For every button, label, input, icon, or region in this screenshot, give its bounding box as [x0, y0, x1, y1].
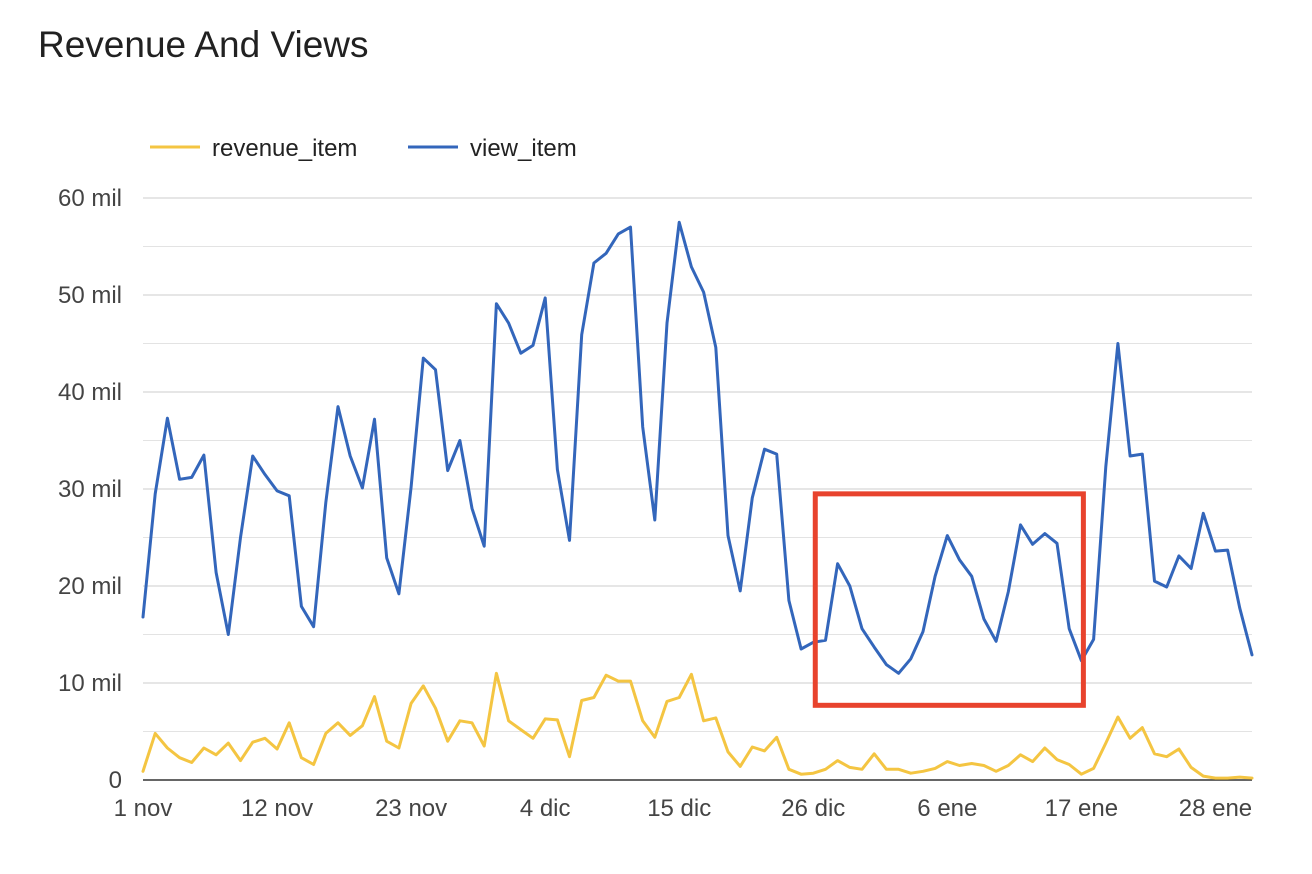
y-tick-label: 10 mil — [58, 670, 122, 697]
chart-title: Revenue And Views — [38, 24, 369, 65]
x-tick-label: 1 nov — [114, 795, 173, 822]
x-tick-label: 28 ene — [1179, 795, 1252, 822]
annotations — [812, 491, 1086, 708]
y-tick-label: 20 mil — [58, 573, 122, 600]
y-tick-label: 40 mil — [58, 379, 122, 406]
highlight-box — [812, 491, 1086, 708]
legend-label-view-item: view_item — [470, 135, 577, 162]
gridlines — [143, 197, 1252, 781]
x-tick-label: 23 nov — [375, 795, 447, 822]
series-line-view-item — [141, 220, 1254, 675]
y-tick-label: 30 mil — [58, 476, 122, 503]
x-tick-label: 15 dic — [647, 795, 711, 822]
x-tick-label: 4 dic — [520, 795, 571, 822]
y-tick-label: 60 mil — [58, 185, 122, 212]
series-line-revenue-item — [141, 671, 1254, 780]
y-axis-ticks: 0 10 mil 20 mil 30 mil 40 mil 50 mil 60 mil — [58, 185, 122, 794]
x-tick-label: 17 ene — [1045, 795, 1118, 822]
x-axis-ticks: 1 nov 12 nov 23 nov 4 dic 15 dic 26 dic 6 ene 1… — [114, 795, 1253, 822]
x-tick-label: 12 nov — [241, 795, 313, 822]
legend: revenue_item view_item — [150, 135, 577, 162]
x-tick-label: 6 ene — [917, 795, 977, 822]
y-tick-label: 50 mil — [58, 282, 122, 309]
x-tick-label: 26 dic — [781, 795, 845, 822]
series-lines — [141, 220, 1254, 780]
legend-label-revenue-item: revenue_item — [212, 135, 357, 162]
y-tick-label: 0 — [109, 767, 122, 794]
